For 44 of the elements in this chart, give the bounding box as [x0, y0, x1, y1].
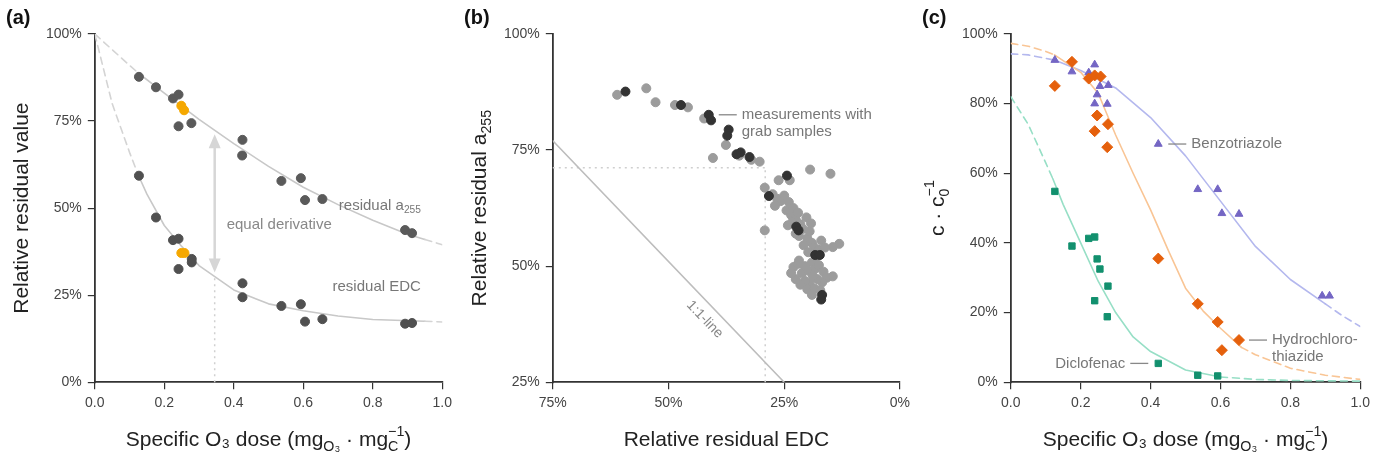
x-tick-label: 0.6 — [1210, 394, 1231, 411]
series-label: residual EDC — [332, 277, 422, 295]
y-axis-title: Relative residual a255 — [466, 109, 494, 307]
x-tick-label: 0.4 — [1140, 394, 1161, 411]
y-axis-title: c · c0−1 — [920, 180, 952, 237]
y-tick-label: 0% — [977, 373, 998, 390]
y-tick-label: 100% — [503, 24, 540, 41]
x-tick-label: 1.0 — [432, 394, 453, 411]
y-tick-label: 0% — [61, 373, 82, 390]
y-tick-label: 75% — [511, 140, 540, 157]
x-tick-label: 0.4 — [224, 394, 244, 411]
y-tick-label: 80% — [969, 94, 998, 111]
y-axis-title: Relative residual value — [8, 102, 32, 314]
x-tick-label: 25% — [770, 394, 799, 411]
x-tick-label: 75% — [538, 394, 567, 411]
annotation: measurements with grab samples — [741, 104, 872, 139]
x-tick-label: 0.6 — [293, 394, 314, 411]
x-tick-label: 0.0 — [85, 394, 105, 411]
y-tick-label: 50% — [53, 198, 82, 215]
annotation: equal derivative — [226, 215, 332, 233]
chart-title: (b) — [464, 5, 490, 28]
x-tick-label: 0.2 — [1070, 394, 1091, 411]
x-tick-label: 0.8 — [1280, 394, 1301, 411]
x-tick-label: 0.8 — [363, 394, 383, 411]
chart-title: (c) — [922, 5, 947, 28]
x-tick-label: 0% — [889, 394, 910, 411]
y-tick-label: 25% — [53, 286, 82, 303]
x-tick-label: 50% — [654, 394, 683, 411]
y-tick-label: 100% — [961, 24, 998, 41]
y-tick-label: 100% — [45, 24, 82, 41]
y-tick-label: 75% — [53, 111, 82, 128]
annotation: Hydrochloro- thiazide — [1272, 330, 1358, 365]
y-tick-label: 40% — [969, 233, 998, 250]
x-tick-label: 0.2 — [154, 394, 175, 411]
x-tick-label: 0.0 — [1001, 394, 1021, 411]
y-tick-label: 50% — [511, 256, 540, 273]
chart-title: (a) — [6, 5, 31, 28]
y-tick-label: 20% — [969, 303, 998, 320]
annotation: Diclofenac — [1055, 353, 1126, 371]
x-axis-title: Relative residual EDC — [623, 426, 830, 450]
y-tick-label: 25% — [511, 373, 540, 390]
annotation: Benzotriazole — [1191, 134, 1283, 152]
x-tick-label: 1.0 — [1350, 394, 1371, 411]
y-tick-label: 60% — [969, 164, 998, 181]
